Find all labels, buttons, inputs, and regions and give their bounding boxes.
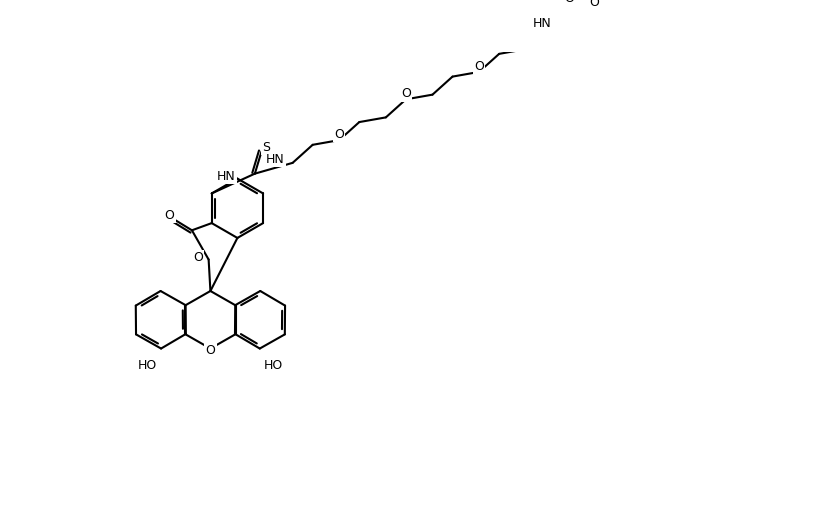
Text: HN: HN xyxy=(266,153,285,166)
Text: O: O xyxy=(475,60,484,73)
Text: HO: HO xyxy=(138,359,157,372)
Text: HN: HN xyxy=(217,170,236,183)
Text: O: O xyxy=(401,87,410,100)
Text: HN: HN xyxy=(533,17,552,30)
Text: O: O xyxy=(165,209,175,222)
Text: O: O xyxy=(205,344,215,357)
Text: S: S xyxy=(262,141,270,154)
Text: O: O xyxy=(334,128,344,141)
Text: O: O xyxy=(193,251,203,264)
Text: O: O xyxy=(589,0,599,9)
Text: O: O xyxy=(565,0,575,6)
Text: HO: HO xyxy=(264,359,283,372)
